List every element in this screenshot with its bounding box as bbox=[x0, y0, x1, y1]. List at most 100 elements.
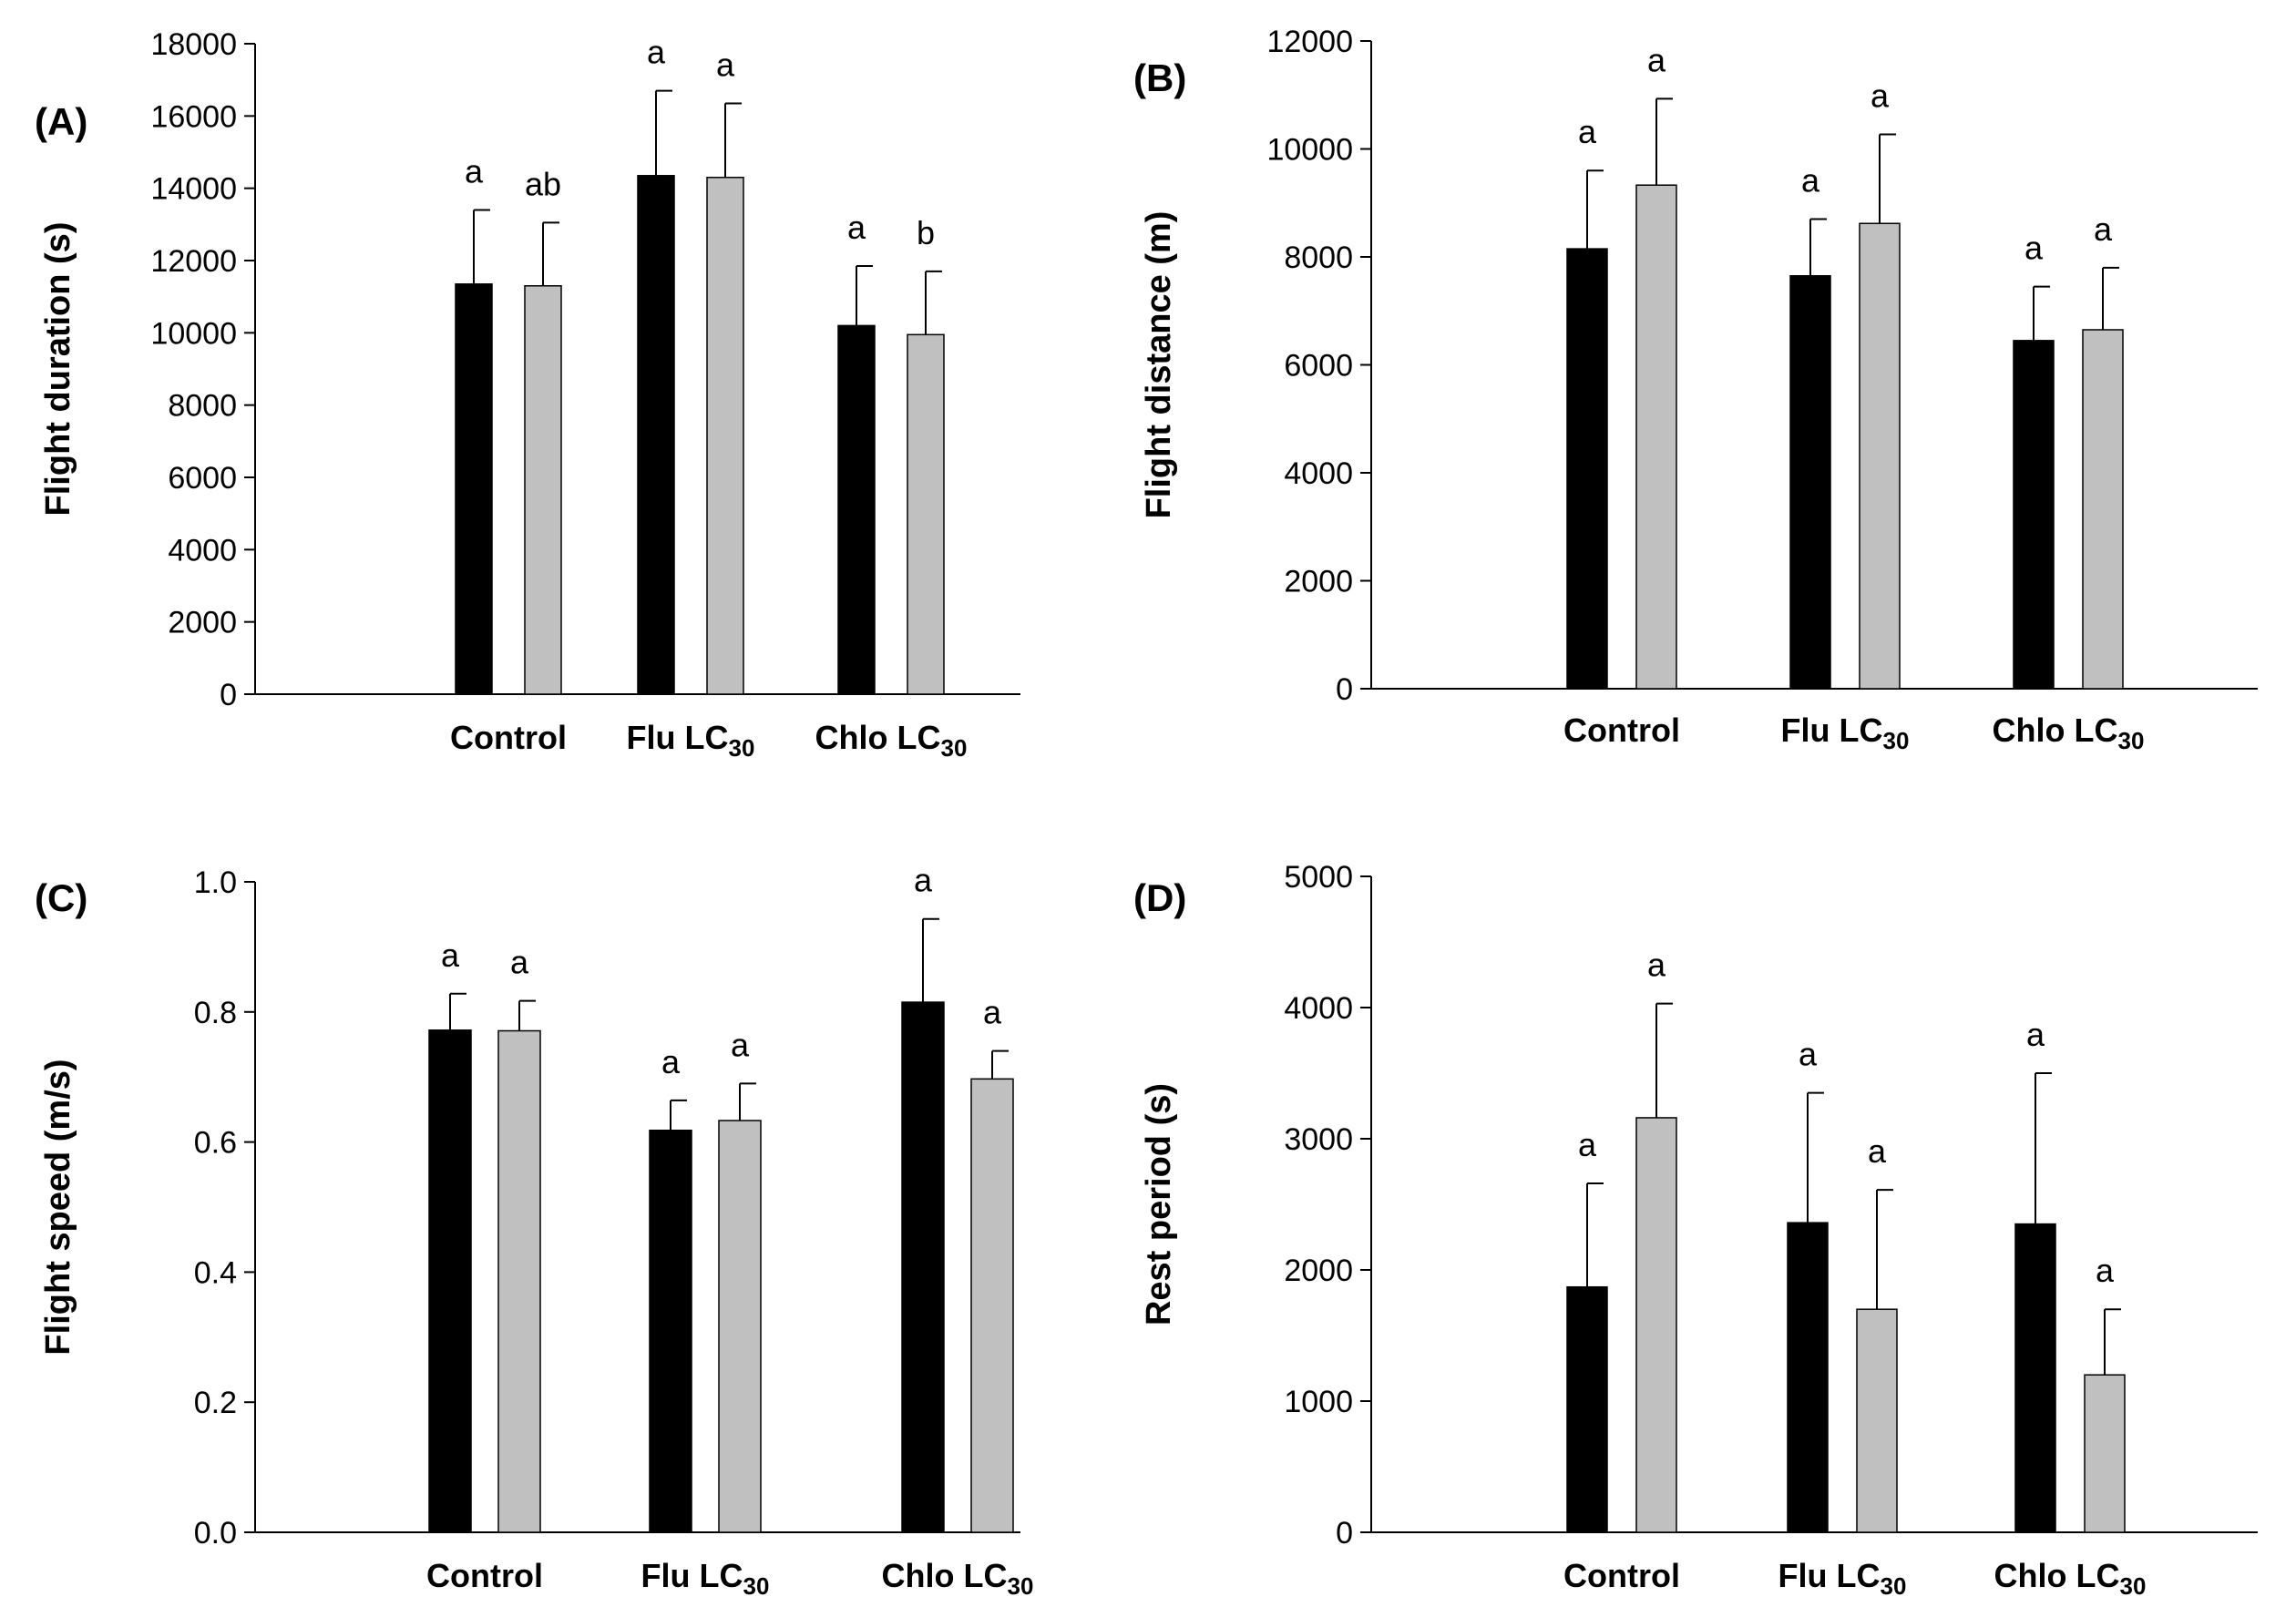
x-category-label: Control bbox=[1563, 1557, 1680, 1594]
bar bbox=[901, 1001, 945, 1533]
significance-letter: a bbox=[1801, 162, 1820, 200]
y-tick-label: 6000 bbox=[168, 461, 237, 496]
y-tick-label: 10000 bbox=[1266, 133, 1353, 168]
bar bbox=[1859, 222, 1901, 690]
bar bbox=[524, 285, 562, 695]
x-category-label: Chlo LC30 bbox=[815, 719, 968, 762]
y-tick-label: 0.2 bbox=[194, 1386, 237, 1420]
significance-letter: a bbox=[465, 152, 484, 189]
y-tick-label: 0.4 bbox=[194, 1255, 237, 1290]
significance-letter: a bbox=[1799, 1036, 1818, 1073]
panel-label: (A) bbox=[35, 100, 87, 143]
significance-letter: a bbox=[441, 937, 460, 974]
bar bbox=[428, 1029, 472, 1533]
y-tick-label: 12000 bbox=[1266, 25, 1353, 59]
significance-letter: a bbox=[1578, 1126, 1597, 1163]
y-tick-label: 8000 bbox=[1284, 241, 1353, 275]
significance-letter: a bbox=[1647, 947, 1666, 984]
x-category-label: Flu LC30 bbox=[627, 719, 755, 762]
bar bbox=[837, 324, 876, 695]
bar bbox=[649, 1129, 692, 1533]
panel-label: (D) bbox=[1133, 876, 1186, 919]
y-tick-label: 4000 bbox=[168, 533, 237, 568]
significance-letter: a bbox=[661, 1043, 681, 1080]
y-tick-label: 10000 bbox=[150, 316, 237, 351]
y-tick-label: 4000 bbox=[1284, 991, 1353, 1026]
bar bbox=[2082, 329, 2124, 690]
bar bbox=[970, 1078, 1014, 1533]
bar bbox=[637, 175, 675, 695]
x-category-label: Control bbox=[426, 1557, 543, 1594]
significance-letter: a bbox=[2024, 230, 2044, 267]
panel-label: (B) bbox=[1133, 56, 1186, 99]
significance-letter: a bbox=[2094, 210, 2113, 248]
y-tick-label: 0.0 bbox=[194, 1516, 237, 1551]
y-tick-label: 2000 bbox=[1284, 565, 1353, 599]
y-axis-title: Flight speed (m/s) bbox=[39, 1059, 77, 1355]
bar bbox=[907, 333, 945, 695]
chart-panel-a: (A) Flight duration (s) 0 2000 4000 6000 8000 1… bbox=[35, 27, 1020, 762]
x-category-label: Flu LC30 bbox=[1781, 711, 1910, 754]
bar bbox=[1635, 184, 1677, 690]
y-tick-label: 0 bbox=[220, 678, 237, 712]
x-category-label: Chlo LC30 bbox=[1994, 1557, 2147, 1600]
y-tick-label: 0.8 bbox=[194, 996, 237, 1030]
bar bbox=[2013, 340, 2055, 690]
significance-letter: a bbox=[1578, 113, 1597, 150]
y-tick-label: 12000 bbox=[150, 244, 237, 279]
bar bbox=[718, 1120, 762, 1533]
significance-letter: a bbox=[647, 34, 666, 71]
y-tick-label: 8000 bbox=[168, 389, 237, 424]
significance-letter: a bbox=[2096, 1252, 2115, 1289]
significance-letter: a bbox=[983, 994, 1002, 1031]
bar bbox=[1566, 1285, 1608, 1533]
y-tick-label: 14000 bbox=[150, 172, 237, 207]
y-tick-label: 2000 bbox=[1284, 1254, 1353, 1288]
y-tick-label: 18000 bbox=[150, 27, 237, 62]
bar bbox=[1566, 248, 1608, 690]
panel-label: (C) bbox=[35, 876, 87, 919]
y-tick-label: 4000 bbox=[1284, 456, 1353, 491]
y-tick-label: 0 bbox=[1336, 1516, 1353, 1551]
chart-panel-b: (B) Flight distance (m) 0 2000 4000 6000 8000 1… bbox=[1133, 25, 2258, 754]
x-category-label: Flu LC30 bbox=[1778, 1557, 1907, 1600]
significance-letter: a bbox=[847, 209, 866, 246]
y-tick-label: 0 bbox=[1336, 672, 1353, 707]
x-category-label: Control bbox=[1563, 711, 1680, 749]
bar bbox=[706, 177, 744, 695]
y-tick-label: 2000 bbox=[168, 606, 237, 640]
y-tick-label: 16000 bbox=[150, 99, 237, 134]
y-tick-label: 1000 bbox=[1284, 1385, 1353, 1419]
chart-panel-c: (C) Flight speed (m/s) 0.0 0.2 0.4 0.6 0.8 1.0 a… bbox=[35, 862, 1033, 1600]
significance-letter: a bbox=[1871, 77, 1890, 115]
chart-panel-d: (D) Rest period (s) 0 1000 2000 3000 4000 5000 a… bbox=[1133, 860, 2258, 1600]
bar bbox=[455, 283, 493, 695]
significance-letter: a bbox=[2026, 1016, 2045, 1053]
x-category-label: Control bbox=[450, 719, 567, 756]
bar bbox=[2014, 1223, 2056, 1533]
x-category-label: Chlo LC30 bbox=[1993, 711, 2145, 754]
y-tick-label: 5000 bbox=[1284, 860, 1353, 895]
y-tick-label: 3000 bbox=[1284, 1122, 1353, 1157]
significance-letter: a bbox=[510, 944, 529, 981]
bar bbox=[1635, 1117, 1677, 1533]
significance-letter: a bbox=[1868, 1132, 1887, 1170]
significance-letter: a bbox=[731, 1026, 750, 1063]
significance-letter: b bbox=[917, 214, 935, 251]
y-tick-label: 6000 bbox=[1284, 349, 1353, 384]
y-axis-title: Rest period (s) bbox=[1140, 1083, 1178, 1326]
x-category-label: Flu LC30 bbox=[641, 1557, 770, 1600]
significance-letter: a bbox=[1647, 41, 1666, 78]
y-tick-label: 1.0 bbox=[194, 865, 237, 900]
significance-letter: ab bbox=[525, 165, 561, 202]
significance-letter: a bbox=[914, 862, 933, 899]
significance-letter: a bbox=[716, 46, 735, 83]
y-axis-title: Flight duration (s) bbox=[39, 222, 77, 517]
bar bbox=[2084, 1374, 2126, 1533]
x-category-label: Chlo LC30 bbox=[882, 1557, 1034, 1600]
bar bbox=[1856, 1308, 1898, 1533]
bar bbox=[1787, 1222, 1829, 1533]
y-axis-title: Flight distance (m) bbox=[1140, 211, 1178, 519]
bar bbox=[497, 1029, 541, 1533]
